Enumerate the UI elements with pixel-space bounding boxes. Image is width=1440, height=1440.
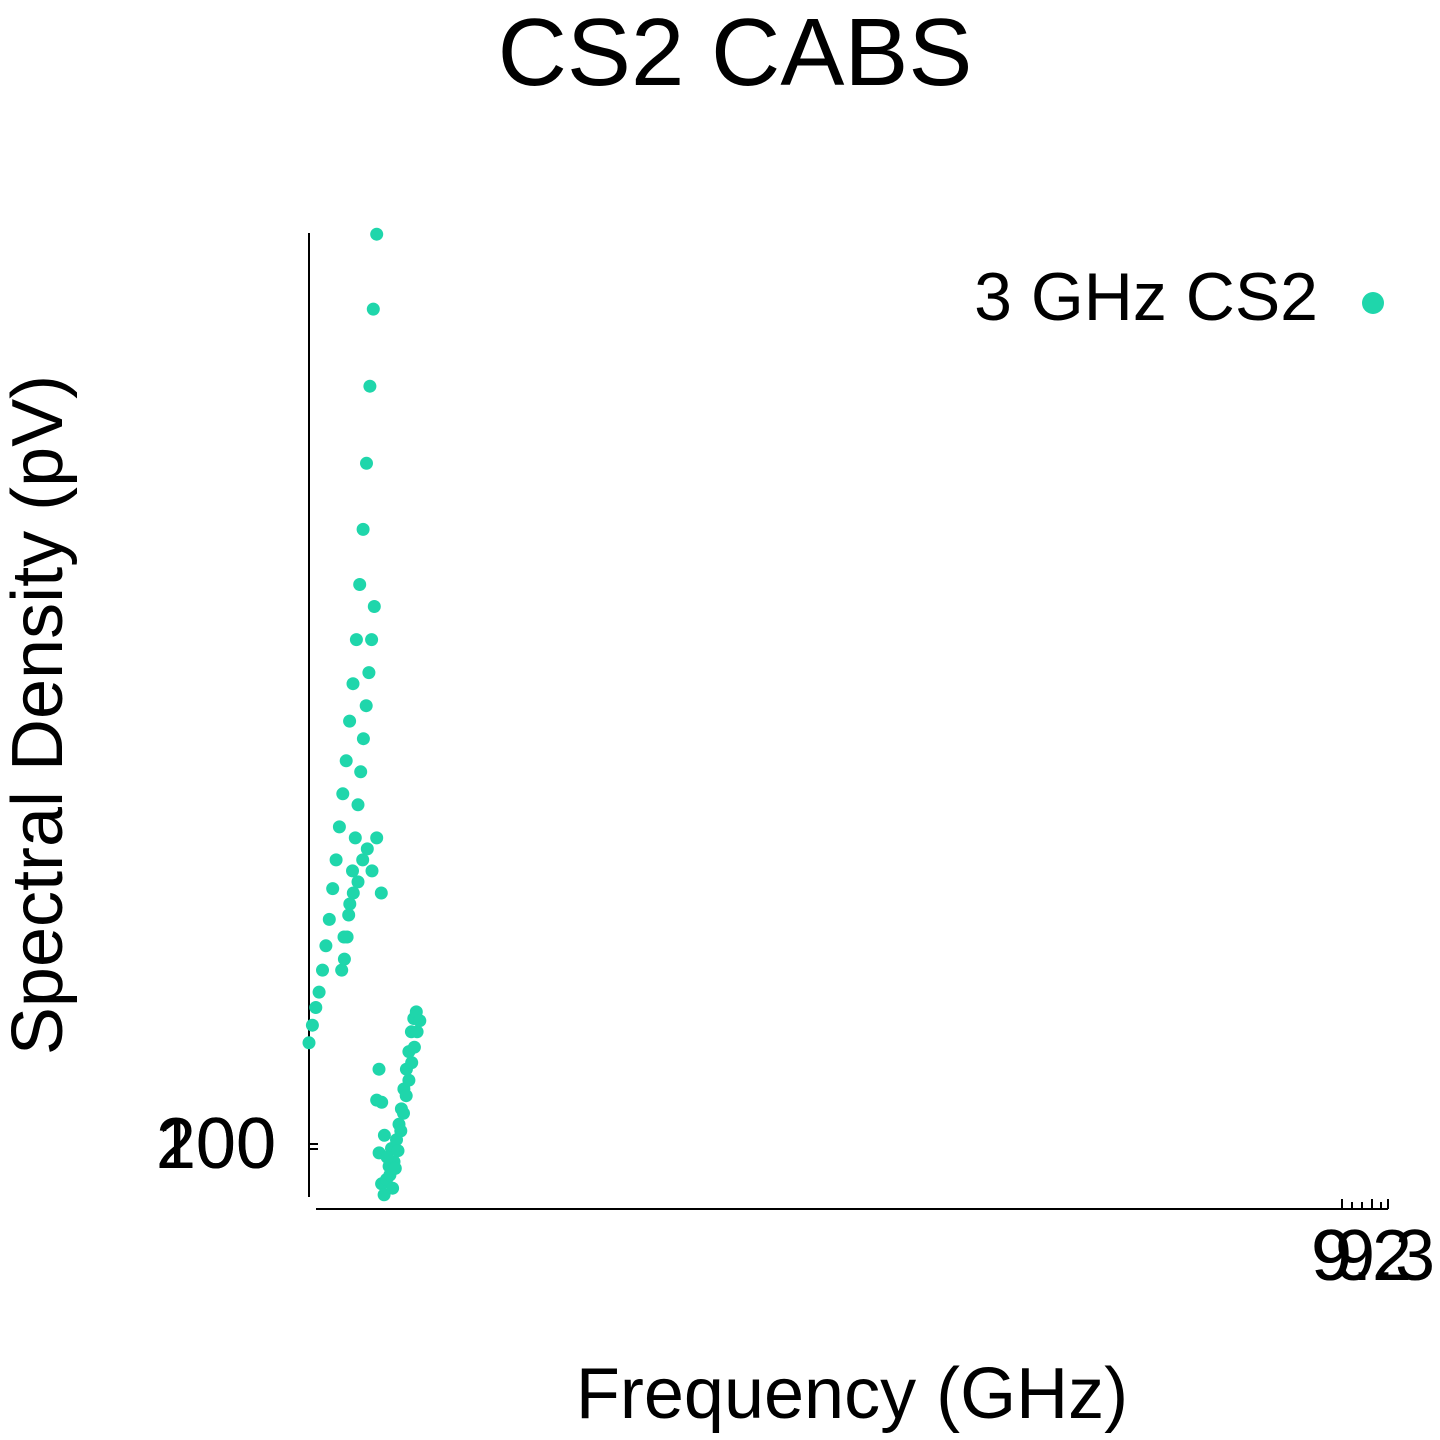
x-axis: 9 9.2 9.3 <box>316 1199 1435 1296</box>
data-point <box>336 787 350 801</box>
data-point <box>374 886 388 900</box>
data-point <box>386 1181 400 1195</box>
data-point <box>413 1014 427 1028</box>
y-tick-label: 200 <box>156 1104 276 1184</box>
data-point <box>388 1161 402 1175</box>
data-point <box>399 1089 413 1103</box>
data-point <box>353 578 367 591</box>
data-point <box>343 714 357 728</box>
data-point <box>366 302 380 316</box>
data-point <box>346 677 360 691</box>
data-point <box>351 798 365 812</box>
data-point <box>346 864 359 878</box>
data-point <box>337 952 351 966</box>
data-point <box>346 886 360 900</box>
data-point <box>354 765 368 779</box>
y-axis: 100 200 <box>156 233 318 1197</box>
data-point <box>348 831 362 845</box>
x-tick-label: 9.2 <box>1312 1216 1412 1296</box>
y-axis-label: Spectral Density (pV) <box>0 375 78 1055</box>
data-point <box>360 456 373 470</box>
data-point <box>356 522 370 536</box>
data-point <box>356 732 370 746</box>
data-point <box>370 227 384 241</box>
data-point <box>312 985 326 999</box>
data-point <box>407 1040 421 1054</box>
data-point <box>360 842 374 856</box>
data-point <box>394 1124 408 1138</box>
data-point <box>359 699 373 713</box>
data-point <box>372 1062 386 1076</box>
data-point <box>362 666 376 680</box>
data-point <box>343 897 357 911</box>
data-point <box>332 820 346 834</box>
data-point <box>322 912 336 926</box>
data-point <box>305 1018 319 1032</box>
data-point <box>365 633 379 647</box>
data-point <box>405 1056 419 1070</box>
data-points <box>302 227 427 1202</box>
legend-label: 3 GHz CS2 <box>974 259 1318 335</box>
data-point <box>377 1128 391 1142</box>
data-point <box>342 908 356 922</box>
chart-legend: 3 GHz CS2 <box>974 259 1384 335</box>
data-point <box>356 853 370 867</box>
y-tick-label: 100 <box>156 1104 276 1184</box>
data-point <box>351 875 365 889</box>
chart-title: CS2 CABS <box>498 0 973 106</box>
data-point <box>391 1144 405 1158</box>
data-point <box>337 930 351 944</box>
x-axis-label: Frequency (GHz) <box>576 1354 1128 1434</box>
data-point <box>329 853 343 867</box>
data-point <box>326 882 340 896</box>
data-point <box>402 1073 416 1087</box>
data-point <box>335 963 349 977</box>
data-point <box>363 379 377 393</box>
x-tick-label: 9 <box>1311 1216 1351 1296</box>
data-point <box>397 1106 410 1120</box>
legend-marker <box>1362 292 1384 314</box>
data-point <box>365 864 379 878</box>
data-point <box>339 754 353 768</box>
data-point <box>316 963 329 977</box>
data-point <box>309 1001 323 1014</box>
data-point <box>302 1036 316 1050</box>
data-point <box>380 1150 394 1164</box>
x-tick-label: 9.3 <box>1335 1216 1435 1296</box>
data-point <box>319 939 333 953</box>
data-point <box>367 600 381 613</box>
data-point <box>410 1025 424 1039</box>
data-point <box>349 633 363 647</box>
data-point <box>375 1095 389 1109</box>
data-point <box>370 831 384 845</box>
